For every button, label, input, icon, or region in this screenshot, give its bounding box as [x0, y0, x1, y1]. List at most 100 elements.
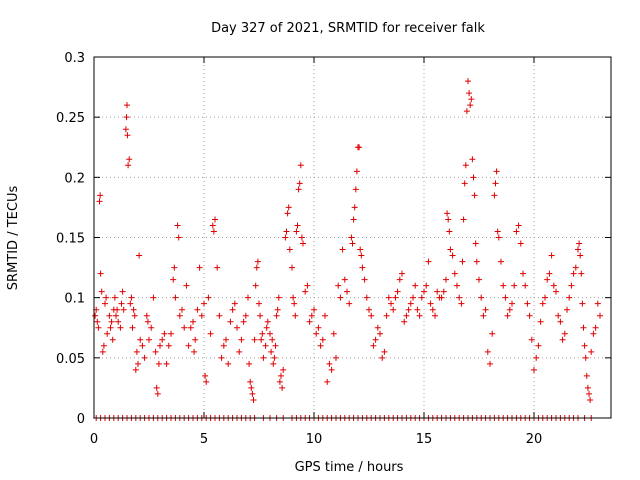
- x-tick-label: 5: [200, 432, 208, 447]
- data-point: [104, 330, 111, 337]
- data-point: [130, 306, 137, 313]
- data-point: [119, 288, 126, 295]
- data-point: [231, 300, 238, 307]
- data-point: [292, 312, 299, 319]
- data-point: [190, 318, 196, 325]
- data-point: [555, 312, 562, 319]
- data-point: [278, 372, 284, 379]
- data-point: [256, 300, 262, 307]
- data-point: [421, 288, 427, 295]
- data-point: [539, 300, 546, 307]
- y-tick-label: 0.05: [56, 352, 85, 367]
- data-point: [370, 342, 377, 349]
- data-point: [111, 294, 118, 301]
- y-axis-tick-labels: 0 0.05 0.1 0.15 0.2 0.25 0.3: [56, 51, 85, 427]
- data-point: [286, 246, 293, 253]
- data-point: [572, 264, 579, 271]
- data-point: [264, 318, 271, 325]
- data-point: [251, 336, 258, 343]
- data-point: [291, 300, 298, 307]
- data-point: [588, 348, 595, 355]
- data-point: [161, 330, 168, 337]
- data-point: [128, 294, 135, 301]
- data-point: [500, 282, 507, 289]
- data-point: [302, 288, 309, 295]
- data-point: [480, 312, 487, 319]
- data-point: [275, 294, 282, 301]
- data-point: [356, 144, 363, 151]
- data-point: [564, 306, 570, 313]
- data-point: [220, 342, 227, 349]
- data-point: [506, 306, 513, 313]
- data-point: [254, 258, 261, 265]
- data-point: [123, 114, 130, 121]
- data-point: [396, 276, 403, 283]
- data-point: [531, 366, 537, 373]
- data-point: [423, 282, 430, 289]
- data-point: [263, 324, 270, 331]
- data-point: [566, 294, 573, 301]
- y-axis-label: SRMTID / TECUs: [6, 186, 21, 291]
- data-point: [183, 282, 190, 289]
- data-point: [174, 222, 181, 229]
- data-point: [582, 354, 589, 361]
- data-point: [445, 216, 452, 223]
- data-point: [285, 204, 292, 211]
- data-point: [352, 186, 359, 193]
- data-point: [461, 180, 468, 187]
- data-point: [513, 228, 520, 235]
- data-point: [520, 270, 526, 277]
- data-point: [139, 342, 146, 349]
- data-point: [374, 324, 381, 331]
- y-tick-label: 0.25: [56, 111, 85, 126]
- data-point: [129, 324, 136, 331]
- chart-title: Day 327 of 2021, SRMTID for receiver fal…: [211, 21, 485, 36]
- data-point: [246, 360, 253, 367]
- data-point: [118, 300, 125, 307]
- data-point: [550, 282, 557, 289]
- data-point: [592, 324, 599, 331]
- data-point: [368, 312, 375, 319]
- data-point: [366, 306, 372, 313]
- data-point: [482, 306, 489, 313]
- data-point: [293, 228, 300, 235]
- data-point: [223, 336, 229, 343]
- data-point: [272, 342, 279, 349]
- data-point: [383, 312, 390, 319]
- data-point: [581, 342, 588, 349]
- data-point: [579, 300, 586, 307]
- data-point: [260, 354, 267, 361]
- data-point: [328, 366, 335, 373]
- data-point: [137, 336, 144, 343]
- data-point: [381, 348, 388, 355]
- data-point: [403, 312, 410, 319]
- data-point: [468, 96, 475, 103]
- data-point: [282, 234, 289, 241]
- data-point: [187, 324, 194, 331]
- data-point: [440, 288, 447, 295]
- data-point: [117, 324, 124, 331]
- data-point: [127, 300, 134, 307]
- data-points: [92, 78, 603, 421]
- data-point: [335, 282, 342, 289]
- data-point: [203, 378, 210, 385]
- data-point: [269, 336, 276, 343]
- data-point: [279, 384, 286, 391]
- data-point: [454, 282, 460, 289]
- data-point: [407, 300, 414, 307]
- data-point: [586, 390, 592, 397]
- data-point: [94, 318, 101, 325]
- data-point: [148, 324, 155, 331]
- data-point: [96, 198, 103, 205]
- data-point: [300, 240, 306, 247]
- data-point: [388, 300, 394, 307]
- data-point: [361, 276, 368, 283]
- data-point: [143, 312, 150, 319]
- data-point: [326, 360, 333, 367]
- data-point: [290, 294, 297, 301]
- data-point: [456, 294, 463, 301]
- data-point: [106, 312, 113, 319]
- data-point: [97, 192, 104, 199]
- data-point: [95, 324, 102, 331]
- data-point: [392, 294, 399, 301]
